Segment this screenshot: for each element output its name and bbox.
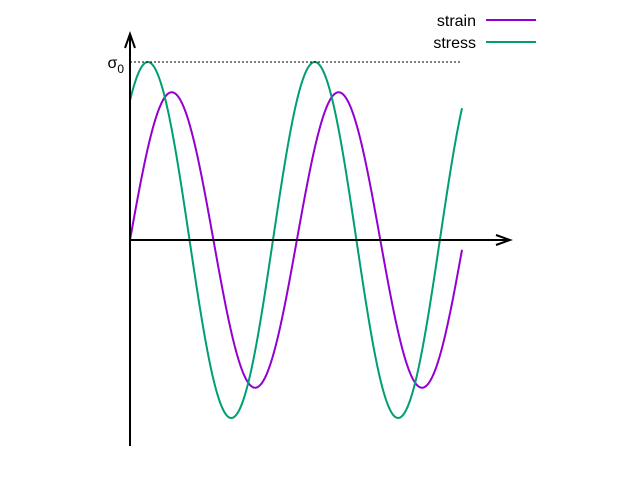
sigma0-label: σ0: [107, 55, 124, 76]
sigma-symbol: σ: [107, 55, 117, 72]
x-axis-arrowhead: [495, 234, 513, 246]
plot-area: [129, 61, 463, 420]
y-axis-arrowhead: [124, 31, 136, 49]
sigma-subscript: 0: [117, 62, 124, 76]
legend-label-stress: stress: [433, 35, 476, 52]
stress-series-line: [129, 61, 463, 420]
legend-label-strain: strain: [437, 13, 476, 30]
strain-series-line: [129, 91, 463, 389]
legend: strain stress: [433, 13, 536, 52]
